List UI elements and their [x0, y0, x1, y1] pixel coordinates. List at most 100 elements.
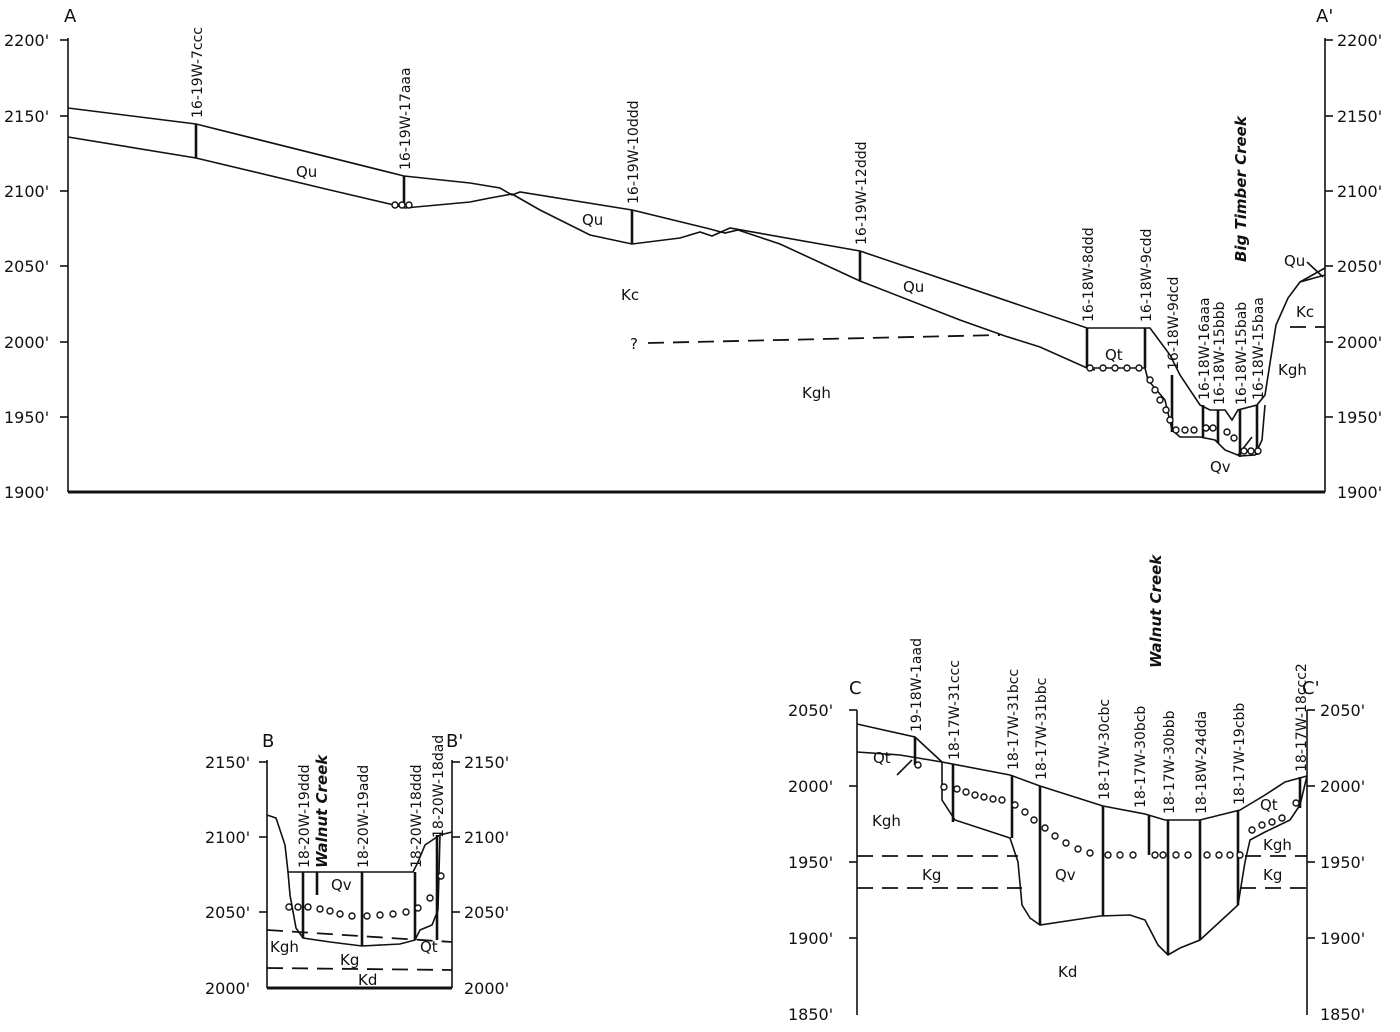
elev-label: 2050'	[205, 903, 250, 922]
unit-label-kgh: Kgh	[802, 384, 831, 402]
creek-label: Walnut Creek	[313, 754, 331, 868]
well-label: 18-17W-30bcb	[1133, 706, 1149, 808]
unit-label-qu: Qu	[903, 278, 924, 296]
well-label: 18-17W-30cbc	[1097, 699, 1113, 800]
elev-label: 1900'	[4, 483, 49, 502]
unit-label-qt: Qt	[420, 938, 438, 956]
land-surface	[67, 107, 1326, 422]
elev-label: 1900'	[788, 929, 833, 948]
elev-label: 1950'	[788, 853, 833, 872]
well-label: 16-19W-7ccc	[190, 27, 206, 118]
elev-label: 2150'	[1337, 107, 1382, 126]
elev-label: 2100'	[4, 182, 49, 201]
well-label: 18-20W-19add	[356, 765, 372, 868]
kgh-kg-contact	[266, 929, 453, 943]
water-level-circles	[285, 872, 445, 920]
elev-label: 2200'	[1337, 31, 1382, 50]
unit-label-kc: Kc	[1296, 303, 1314, 321]
leader-line	[1306, 261, 1324, 278]
section-c: 2050' 2000' 1950' 1900' 1850' 2050' 2000…	[788, 554, 1365, 1024]
qt-left-contact	[856, 751, 943, 763]
well-label: 19-18W-1aad	[909, 638, 925, 732]
well-label: 18-20W-18ddd	[409, 765, 425, 868]
base-of-qu	[67, 136, 1096, 371]
elev-label: 1950'	[4, 408, 49, 427]
unit-label-kd: Kd	[358, 971, 377, 989]
elev-label: 1950'	[1320, 853, 1365, 872]
well-label: 16-18W-15baa	[1251, 297, 1267, 400]
well-label: 16-19W-17aaa	[398, 67, 414, 170]
unit-label-qt: Qt	[1105, 346, 1123, 364]
left-ticks	[60, 39, 68, 418]
elev-label: 1850'	[1320, 1005, 1365, 1024]
land-surface	[266, 814, 453, 873]
elev-label: 2050'	[788, 701, 833, 720]
unit-label-kc: Kc	[621, 286, 639, 304]
elev-label: 1950'	[1337, 408, 1382, 427]
unit-label-kd: Kd	[1058, 963, 1077, 981]
base-of-qv	[941, 762, 1308, 957]
unit-label-qu: Qu	[296, 163, 317, 181]
well-label: 16-18W-9dcd	[1166, 277, 1182, 370]
unit-label-qu: Qu	[1284, 252, 1305, 270]
elev-label: 2100'	[205, 828, 250, 847]
elev-label: 2000'	[464, 979, 509, 998]
well-label: 18-20W-19ddd	[297, 765, 313, 868]
elev-label: 2150'	[464, 753, 509, 772]
section-label-right: C'	[1302, 678, 1320, 699]
kc-kgh-contact	[647, 334, 1001, 344]
well-label: 18-17W-18ccc2	[1294, 663, 1310, 772]
elev-label: 1900'	[1337, 483, 1382, 502]
section-label-left: C	[849, 678, 862, 699]
elev-label: 2100'	[1337, 182, 1382, 201]
unit-label-qt: Qt	[873, 749, 891, 767]
qu-right-wedge	[1299, 267, 1326, 283]
elev-label: 1850'	[788, 1005, 833, 1024]
well-label: 16-18W-8ddd	[1081, 227, 1097, 322]
right-ticks	[1325, 39, 1333, 418]
elev-label: 2050'	[1337, 257, 1382, 276]
unit-label-qt: Qt	[1260, 796, 1278, 814]
well-label: 16-18W-15bbb	[1212, 301, 1228, 405]
unit-label-kg: Kg	[340, 951, 359, 969]
well-label: 16-18W-15bab	[1234, 302, 1250, 405]
right-ticks	[1307, 709, 1315, 939]
creek-label: Big Timber Creek	[1232, 115, 1250, 262]
section-label-left: B	[262, 731, 274, 752]
section-a: 2200' 2150' 2100' 2050' 2000' 1950' 1900…	[4, 6, 1382, 502]
well-label: 16-19W-10ddd	[626, 101, 642, 204]
leader-line	[896, 759, 913, 776]
well-label: 18-17W-31bbc	[1034, 678, 1050, 780]
unit-label-kg: Kg	[1263, 866, 1282, 884]
unit-label-kg: Kg	[922, 866, 941, 884]
unit-label-qv: Qv	[331, 876, 352, 894]
well-label: 16-18W-9cdd	[1139, 229, 1155, 322]
water-level-circles	[914, 761, 1300, 859]
water-level-circles	[391, 201, 1262, 455]
unit-label-kgh: Kgh	[1263, 836, 1292, 854]
well-label: 16-19W-12ddd	[854, 142, 870, 245]
elev-label: 2050'	[4, 257, 49, 276]
well-label: 18-17W-30bbb	[1162, 710, 1178, 814]
unit-label-kgh: Kgh	[872, 812, 901, 830]
unit-label-kgh: Kgh	[270, 938, 299, 956]
elev-label: 2000'	[1320, 777, 1365, 796]
unit-label-qv: Qv	[1055, 866, 1076, 884]
well-label: 18-17W-31ccc	[947, 660, 963, 760]
unit-label-qu: Qu	[582, 211, 603, 229]
query-mark: ?	[630, 335, 638, 353]
creek-label: Walnut Creek	[1147, 554, 1165, 668]
unit-label-kgh: Kgh	[1278, 361, 1307, 379]
elev-label: 2100'	[464, 828, 509, 847]
elev-label: 2150'	[4, 107, 49, 126]
section-label-left: A	[64, 6, 77, 27]
elev-label: 2000'	[1337, 333, 1382, 352]
kg-kd-contact	[266, 967, 453, 971]
well-label: 18-20W-18dad	[431, 735, 447, 838]
elev-label: 2000'	[205, 979, 250, 998]
elev-label: 2000'	[4, 333, 49, 352]
left-ticks	[849, 709, 857, 939]
elev-label: 2000'	[788, 777, 833, 796]
left-ticks	[259, 761, 267, 913]
